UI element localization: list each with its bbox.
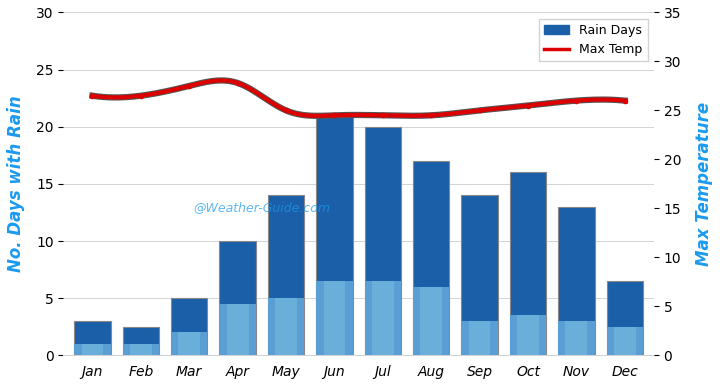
Bar bbox=[268, 298, 304, 356]
Bar bbox=[372, 281, 394, 356]
Bar bbox=[364, 281, 401, 356]
Bar bbox=[122, 327, 159, 356]
Bar bbox=[510, 173, 546, 356]
Legend: Rain Days, Max Temp: Rain Days, Max Temp bbox=[539, 19, 647, 61]
Bar bbox=[130, 344, 152, 356]
Bar bbox=[565, 321, 588, 356]
Bar bbox=[268, 195, 304, 356]
Bar bbox=[81, 344, 104, 356]
Bar bbox=[558, 321, 595, 356]
Bar bbox=[462, 321, 498, 356]
Bar bbox=[220, 241, 256, 356]
Bar bbox=[316, 281, 353, 356]
Bar bbox=[607, 281, 643, 356]
Text: @Weather-Guide.com: @Weather-Guide.com bbox=[193, 201, 330, 214]
Y-axis label: Max Temperature: Max Temperature bbox=[695, 102, 713, 266]
Bar bbox=[614, 327, 636, 356]
Y-axis label: No. Days with Rain: No. Days with Rain bbox=[7, 95, 25, 272]
Bar bbox=[171, 332, 207, 356]
Bar bbox=[462, 195, 498, 356]
Bar bbox=[179, 332, 200, 356]
Bar bbox=[227, 304, 248, 356]
Bar bbox=[510, 315, 546, 356]
Bar bbox=[316, 115, 353, 356]
Bar bbox=[607, 327, 643, 356]
Bar bbox=[469, 321, 490, 356]
Bar bbox=[74, 321, 111, 356]
Bar bbox=[323, 281, 346, 356]
Bar bbox=[220, 304, 256, 356]
Bar bbox=[122, 344, 159, 356]
Bar bbox=[74, 344, 111, 356]
Bar bbox=[364, 127, 401, 356]
Bar bbox=[275, 298, 297, 356]
Bar bbox=[171, 298, 207, 356]
Bar bbox=[413, 287, 449, 356]
Bar bbox=[558, 207, 595, 356]
Bar bbox=[420, 287, 442, 356]
Bar bbox=[413, 161, 449, 356]
Bar bbox=[517, 315, 539, 356]
